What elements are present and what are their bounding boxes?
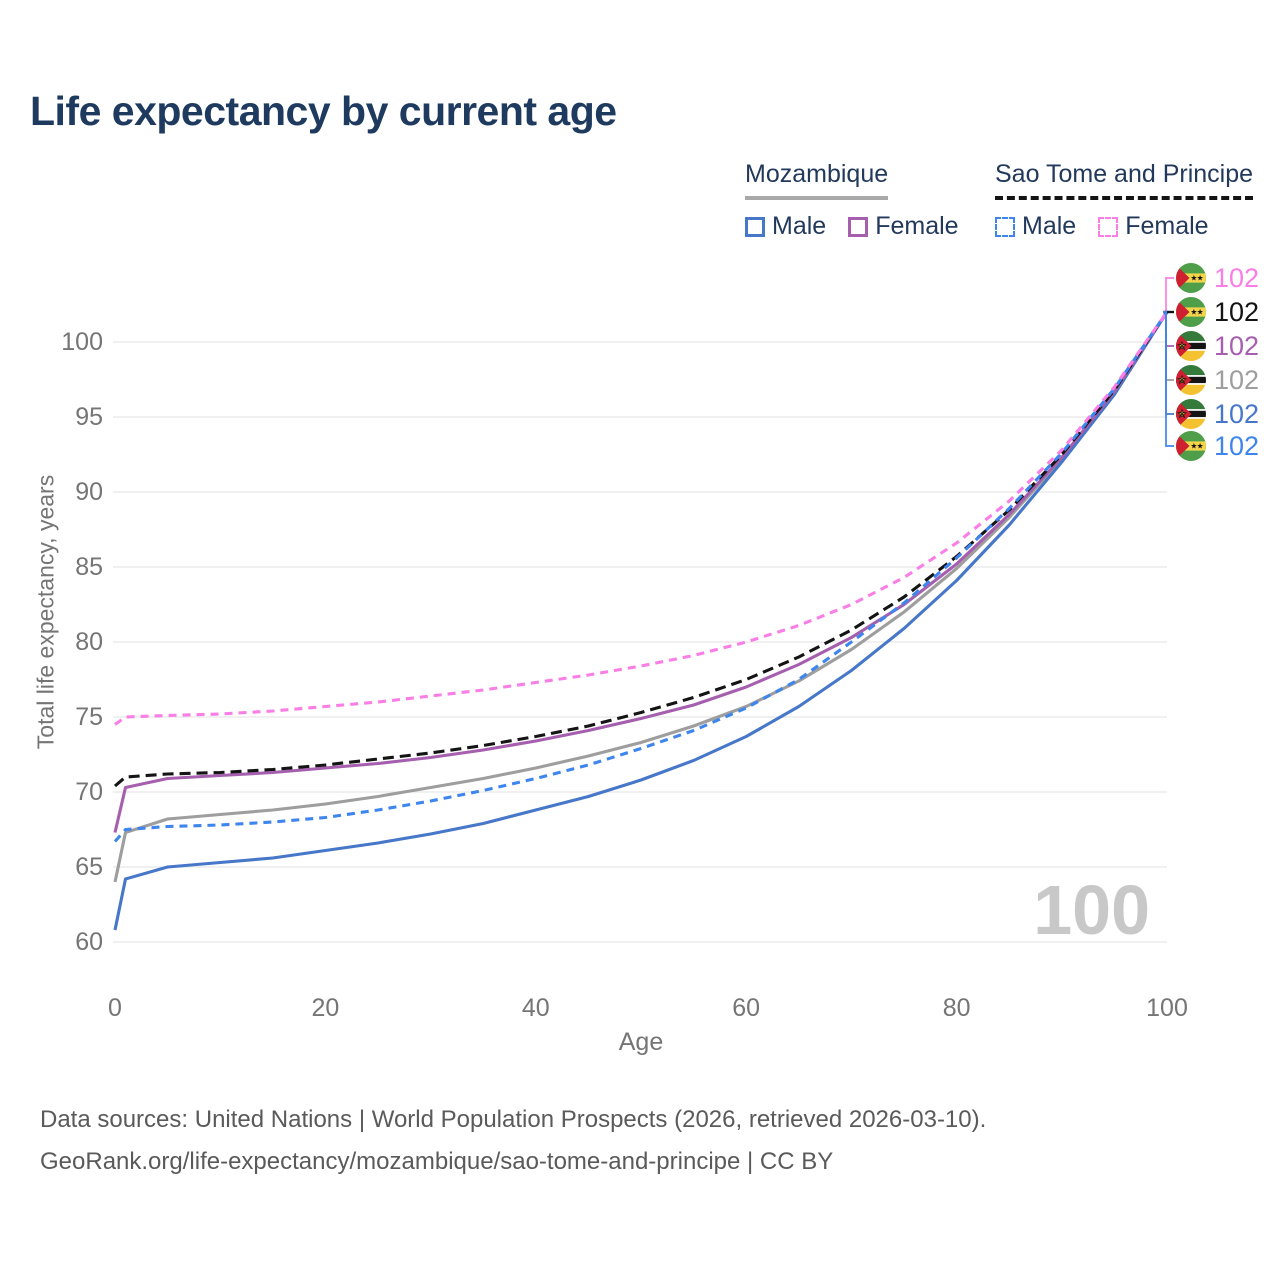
y-tick-70: 70 bbox=[75, 778, 103, 806]
x-tick-20: 20 bbox=[311, 994, 339, 1022]
end-label-moz-female: 102 bbox=[1176, 331, 1259, 361]
mozambique-flag-icon bbox=[1176, 399, 1206, 429]
x-tick-0: 0 bbox=[108, 994, 122, 1022]
legend-items-mozambique: Male Female bbox=[745, 212, 959, 241]
data-sources-text: Data sources: United Nations | World Pop… bbox=[40, 1106, 987, 1133]
series-line-sao-tome-and-principe-female bbox=[114, 311, 1169, 726]
legend-item-mozambique-female[interactable]: Female bbox=[848, 212, 959, 241]
mozambique-flag-icon bbox=[1176, 365, 1206, 395]
sao-tome-male-swatch-icon bbox=[995, 216, 1015, 237]
mozambique-male-swatch-icon bbox=[745, 216, 765, 237]
end-label-stp-both: 102 bbox=[1176, 297, 1259, 327]
y-tick-85: 85 bbox=[75, 553, 103, 581]
end-value: 102 bbox=[1214, 399, 1260, 429]
legend-header-sao-tome: Sao Tome and Principe bbox=[995, 160, 1254, 200]
end-value: 102 bbox=[1214, 331, 1260, 361]
y-tick-60: 60 bbox=[75, 928, 103, 956]
series-line-mozambique-both bbox=[113, 311, 1169, 883]
end-value: 102 bbox=[1214, 431, 1260, 461]
legend-label: Male bbox=[1022, 212, 1077, 240]
attribution-text: GeoRank.org/life-expectancy/mozambique/s… bbox=[40, 1148, 834, 1175]
legend-group-sao-tome: Sao Tome and Principe Male Female bbox=[995, 160, 1254, 241]
series-line-sao-tome-and-principe-male bbox=[113, 311, 1169, 843]
x-tick-100: 100 bbox=[1146, 994, 1188, 1022]
y-tick-95: 95 bbox=[75, 403, 103, 431]
leader-line-4 bbox=[1163, 311, 1174, 415]
y-tick-65: 65 bbox=[75, 853, 103, 881]
mozambique-female-swatch-icon bbox=[848, 216, 869, 237]
x-tick-40: 40 bbox=[522, 994, 550, 1022]
end-label-stp-female: 102 bbox=[1176, 263, 1259, 293]
x-tick-60: 60 bbox=[732, 994, 760, 1022]
x-tick-80: 80 bbox=[943, 994, 971, 1022]
y-tick-80: 80 bbox=[75, 628, 103, 656]
end-value: 102 bbox=[1214, 297, 1260, 327]
life-expectancy-chart: 60 65 70 75 80 85 90 95 100 0 20 40 60 80 100 bbox=[61, 277, 1188, 1022]
end-label-moz-male: 102 bbox=[1176, 399, 1259, 429]
sao-tome-female-swatch-icon bbox=[1098, 216, 1119, 237]
legend-items-sao-tome: Male Female bbox=[995, 212, 1253, 241]
sao-tome-flag-icon bbox=[1176, 431, 1206, 461]
age-watermark: 100 bbox=[1033, 871, 1150, 949]
legend-label: Female bbox=[875, 212, 959, 240]
end-label-stp-male: 102 bbox=[1176, 431, 1259, 461]
legend-item-sao-tome-female[interactable]: Female bbox=[1098, 212, 1209, 241]
legend-label: Male bbox=[772, 212, 827, 240]
legend-item-sao-tome-male[interactable]: Male bbox=[995, 212, 1076, 241]
end-value: 102 bbox=[1214, 365, 1260, 395]
series-line-mozambique-male bbox=[113, 311, 1169, 931]
end-label-moz-both: 102 bbox=[1176, 365, 1259, 395]
y-tick-90: 90 bbox=[75, 478, 103, 506]
legend-group-mozambique: Mozambique Male Female bbox=[745, 160, 959, 241]
legend-header-mozambique: Mozambique bbox=[745, 160, 889, 200]
sao-tome-flag-icon bbox=[1176, 263, 1206, 293]
y-axis-title: Total life expectancy, years bbox=[32, 474, 59, 750]
y-tick-100: 100 bbox=[61, 328, 103, 356]
series-line-mozambique-female bbox=[113, 311, 1169, 833]
x-axis-title: Age bbox=[618, 1028, 664, 1056]
series-line-sao-tome-and-principe-both bbox=[113, 311, 1169, 788]
end-value: 102 bbox=[1214, 263, 1260, 293]
legend-label: Female bbox=[1125, 212, 1209, 240]
legend-item-mozambique-male[interactable]: Male bbox=[745, 212, 826, 241]
page-title: Life expectancy by current age bbox=[30, 88, 617, 134]
sao-tome-flag-icon bbox=[1176, 297, 1206, 327]
leader-line-0 bbox=[1163, 277, 1174, 313]
leader-line-5 bbox=[1163, 311, 1174, 447]
y-tick-75: 75 bbox=[75, 703, 103, 731]
mozambique-flag-icon bbox=[1176, 331, 1206, 361]
